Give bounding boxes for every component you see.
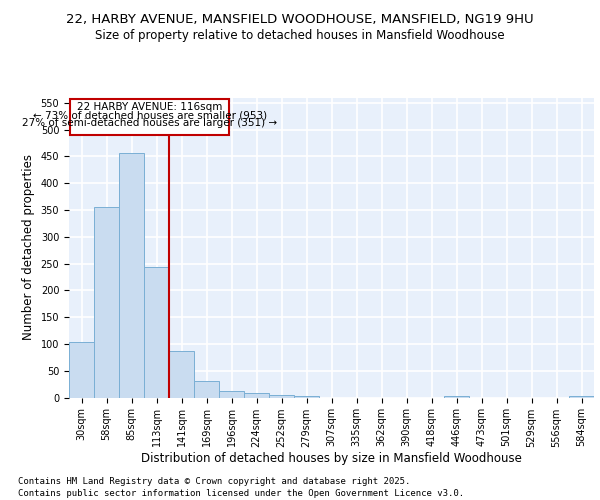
Bar xyxy=(244,393,269,398)
Text: 22, HARBY AVENUE, MANSFIELD WOODHOUSE, MANSFIELD, NG19 9HU: 22, HARBY AVENUE, MANSFIELD WOODHOUSE, M… xyxy=(66,12,534,26)
Text: 27% of semi-detached houses are larger (351) →: 27% of semi-detached houses are larger (… xyxy=(22,118,277,128)
Bar xyxy=(444,396,469,398)
Bar xyxy=(219,390,244,398)
Bar xyxy=(569,396,594,398)
Text: Contains HM Land Registry data © Crown copyright and database right 2025.
Contai: Contains HM Land Registry data © Crown c… xyxy=(18,476,464,498)
FancyBboxPatch shape xyxy=(70,99,229,135)
Text: ← 73% of detached houses are smaller (953): ← 73% of detached houses are smaller (95… xyxy=(32,110,266,120)
Bar xyxy=(269,395,294,398)
Bar xyxy=(119,153,144,398)
Bar xyxy=(144,268,169,398)
Text: 22 HARBY AVENUE: 116sqm: 22 HARBY AVENUE: 116sqm xyxy=(77,102,223,113)
Bar xyxy=(69,342,94,398)
Bar xyxy=(169,351,194,398)
Text: Size of property relative to detached houses in Mansfield Woodhouse: Size of property relative to detached ho… xyxy=(95,29,505,42)
Y-axis label: Number of detached properties: Number of detached properties xyxy=(22,154,35,340)
X-axis label: Distribution of detached houses by size in Mansfield Woodhouse: Distribution of detached houses by size … xyxy=(141,452,522,466)
Bar xyxy=(94,207,119,398)
Bar xyxy=(194,382,219,398)
Bar xyxy=(294,396,319,398)
